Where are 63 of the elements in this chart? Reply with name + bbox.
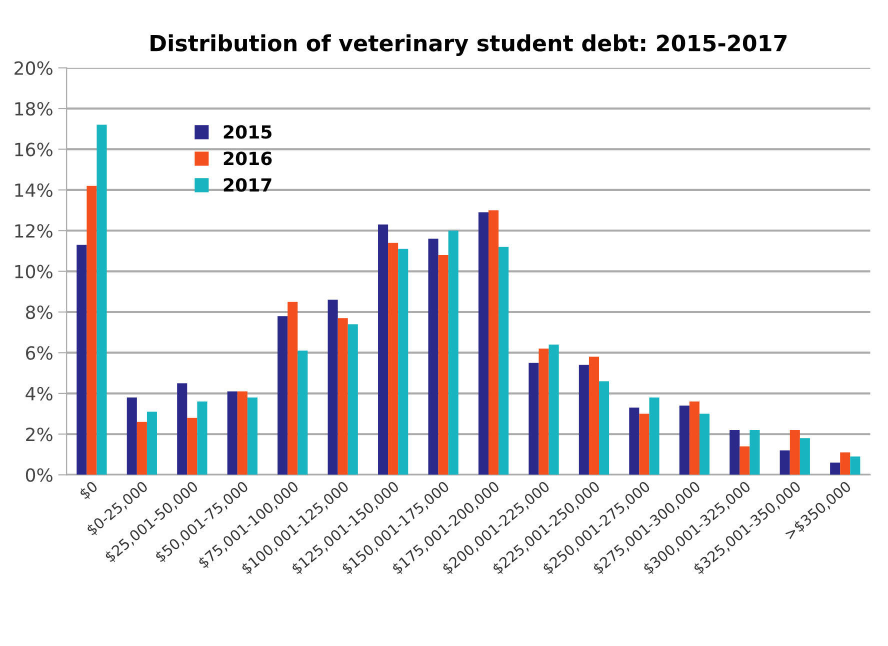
bar [288, 302, 298, 475]
y-tick-label: 16% [15, 142, 52, 156]
bar [298, 350, 308, 475]
y-tick-label: 12% [15, 224, 52, 238]
bar [830, 462, 840, 475]
bar [649, 397, 660, 475]
bar [780, 450, 790, 475]
bar [498, 246, 509, 475]
bar [599, 381, 610, 475]
y-tick-label: 0% [26, 468, 52, 482]
bar [730, 430, 740, 475]
bar [247, 397, 258, 475]
bar [146, 412, 158, 475]
bar [850, 456, 860, 475]
bar [840, 452, 850, 475]
bar [328, 300, 338, 475]
bar [136, 422, 147, 475]
bar [679, 406, 690, 475]
bar [187, 418, 198, 475]
bar [689, 402, 700, 475]
bar [538, 348, 549, 475]
bar [699, 414, 710, 475]
chart-title: Distribution of veterinary student debt: 2015-2017 [150, 34, 786, 56]
bar [750, 430, 760, 475]
bar [86, 186, 97, 475]
bar [197, 402, 208, 475]
bar [378, 224, 388, 475]
bar [478, 212, 489, 475]
bar [488, 210, 499, 475]
legend-label: 2015 [224, 125, 272, 139]
y-tick-label: 18% [15, 102, 52, 116]
y-tick-label: 14% [15, 183, 52, 198]
bar [126, 397, 137, 475]
bar [740, 446, 750, 475]
bar [388, 242, 398, 475]
bar [237, 391, 248, 475]
bar [227, 391, 238, 475]
legend-label: 2017 [224, 178, 272, 192]
bar [177, 383, 188, 475]
y-tick-label: 10% [15, 264, 52, 278]
bar [639, 414, 650, 475]
bar [528, 362, 539, 475]
bar [588, 356, 600, 475]
legend-label: 2016 [224, 152, 272, 166]
bar [629, 408, 640, 475]
bar [448, 230, 458, 475]
bar [348, 324, 358, 475]
bar [278, 316, 288, 475]
y-tick-label: 2% [26, 428, 52, 442]
bar [790, 430, 800, 475]
bar [96, 124, 107, 475]
bar [76, 244, 87, 475]
bar [800, 438, 810, 475]
y-tick-label: 6% [26, 346, 52, 360]
bar [578, 364, 589, 475]
y-tick-label: 8% [26, 305, 52, 320]
bar [438, 255, 448, 475]
bar [428, 238, 438, 475]
y-tick-label: 20% [14, 61, 52, 75]
bar [338, 318, 348, 475]
bar [398, 248, 408, 475]
y-tick-label: 4% [26, 386, 52, 401]
bar [548, 344, 559, 475]
